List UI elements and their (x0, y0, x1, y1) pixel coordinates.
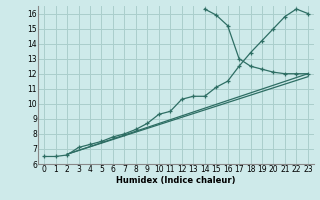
X-axis label: Humidex (Indice chaleur): Humidex (Indice chaleur) (116, 176, 236, 185)
